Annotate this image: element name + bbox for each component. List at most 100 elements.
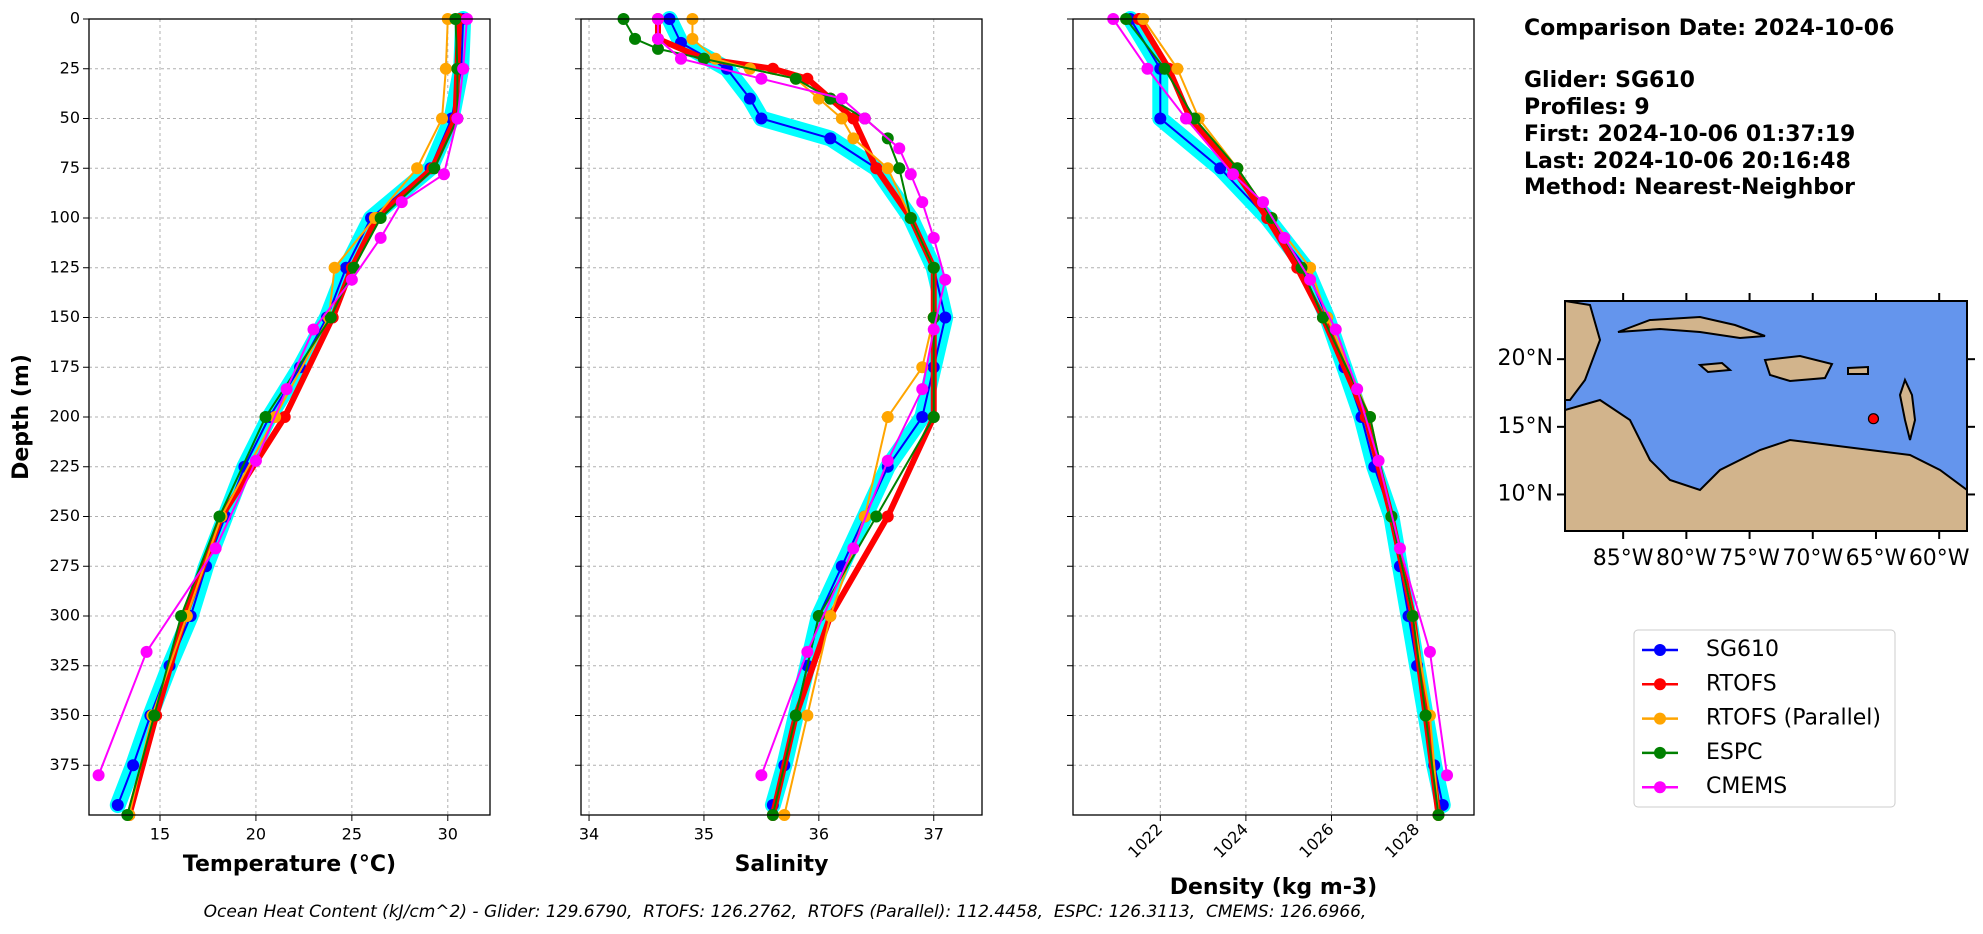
profile-line	[97, 18, 468, 776]
legend-label: CMEMS	[1706, 774, 1787, 799]
profile-point	[307, 323, 320, 336]
profile-point	[209, 542, 222, 555]
map-frame	[1564, 300, 1968, 532]
profile-point	[1158, 62, 1171, 75]
land-cuba	[1617, 315, 1766, 340]
profile-point	[457, 62, 470, 75]
x-tick-label: 30	[438, 825, 458, 844]
y-tick-label: 250	[49, 506, 80, 525]
profile-point	[755, 769, 768, 782]
profile-point	[451, 112, 464, 125]
profile-point	[1141, 62, 1154, 75]
info-line: Last: 2024-10-06 20:16:48	[1524, 149, 1851, 174]
y-tick-label: 150	[49, 307, 80, 326]
land-puerto-rico	[1847, 365, 1869, 375]
profile-point	[1329, 323, 1342, 336]
x-axis-label: Salinity	[735, 852, 829, 877]
profile-point	[847, 132, 860, 145]
profile-point	[847, 112, 860, 125]
y-tick-label: 0	[70, 9, 80, 28]
y-tick-label: 225	[49, 456, 80, 475]
profile-point	[870, 510, 883, 523]
profile-line	[1112, 18, 1449, 776]
axes-frame	[88, 18, 491, 816]
profile-point	[328, 261, 341, 274]
y-tick-label: 300	[49, 606, 80, 625]
y-axis-label: Depth (m)	[9, 354, 34, 480]
profile-point	[1188, 112, 1201, 125]
profile-point	[436, 112, 449, 125]
profile-point	[858, 112, 871, 125]
profile-point	[927, 411, 940, 423]
x-axis-label: Density (kg m-3)	[1170, 875, 1378, 900]
profile-point	[1227, 168, 1240, 181]
profile-point	[870, 162, 883, 175]
x-axis-label: Temperature (°C)	[183, 852, 396, 877]
profile-point	[927, 231, 940, 244]
legend-marker	[1654, 746, 1666, 759]
y-tick-label: 75	[60, 158, 80, 177]
x-tick-label: 60°W	[1909, 546, 1970, 571]
legend-marker	[1654, 644, 1666, 656]
land-central-america	[1565, 398, 1967, 531]
y-tick-label: 350	[49, 705, 80, 724]
profile-point	[847, 542, 860, 555]
x-tick-label: 36	[809, 825, 829, 844]
y-tick-label: 10°N	[1498, 481, 1553, 506]
y-tick-label: 100	[49, 208, 80, 227]
land-islands	[1898, 377, 1917, 441]
profile-point	[175, 610, 188, 622]
profile-point	[92, 769, 105, 782]
x-tick-label: 20	[246, 825, 266, 844]
y-tick-label: 50	[60, 108, 80, 127]
profile-point	[916, 196, 929, 209]
profile-point	[629, 32, 642, 45]
profile-point	[395, 196, 408, 209]
info-line: Method: Nearest-Neighbor	[1524, 175, 1855, 200]
profile-point	[1278, 231, 1291, 244]
profile-point	[674, 52, 687, 65]
land-hispaniola	[1763, 354, 1834, 383]
profile-point	[893, 162, 906, 175]
profile-point	[428, 162, 441, 175]
profile-point	[904, 168, 917, 181]
profile-point	[1393, 542, 1406, 555]
y-tick-label: 15°N	[1498, 414, 1553, 439]
profile-point	[939, 311, 952, 324]
profile-point	[1423, 645, 1436, 658]
profile-point	[347, 261, 360, 274]
profile-point	[324, 311, 337, 324]
profile-point	[1304, 273, 1317, 286]
profile-point	[881, 411, 894, 423]
info-line: Comparison Date: 2024-10-06	[1524, 16, 1894, 41]
profile-point	[755, 112, 768, 125]
y-tick-label: 325	[49, 655, 80, 674]
info-line: Glider: SG610	[1524, 68, 1695, 93]
legend-label: RTOFS (Parallel)	[1706, 706, 1881, 731]
profile-point	[1154, 112, 1167, 125]
profile-point	[881, 162, 894, 175]
profile-point	[743, 92, 756, 105]
profile-point	[939, 273, 952, 286]
profile-point	[1257, 196, 1270, 209]
profile-point	[1171, 62, 1184, 75]
y-tick-label: 125	[49, 257, 80, 276]
y-tick-label: 175	[49, 357, 80, 376]
legend-label: SG610	[1706, 637, 1779, 662]
profile-point	[916, 383, 929, 396]
profile-point	[766, 62, 779, 75]
profile-point	[927, 261, 940, 274]
profile-point	[686, 32, 699, 45]
profile-point	[1372, 454, 1385, 467]
axes-frame	[580, 18, 983, 816]
profile-point	[916, 411, 929, 423]
info-line: Profiles: 9	[1524, 95, 1650, 120]
profile-point	[1406, 610, 1419, 622]
glider-location	[1867, 413, 1880, 425]
y-tick-label: 20°N	[1498, 346, 1553, 371]
profile-point	[1214, 162, 1227, 175]
axes-frame	[1072, 18, 1475, 816]
profile-point	[1179, 112, 1192, 125]
legend-label: RTOFS	[1706, 671, 1777, 696]
y-tick-label: 200	[49, 407, 80, 426]
